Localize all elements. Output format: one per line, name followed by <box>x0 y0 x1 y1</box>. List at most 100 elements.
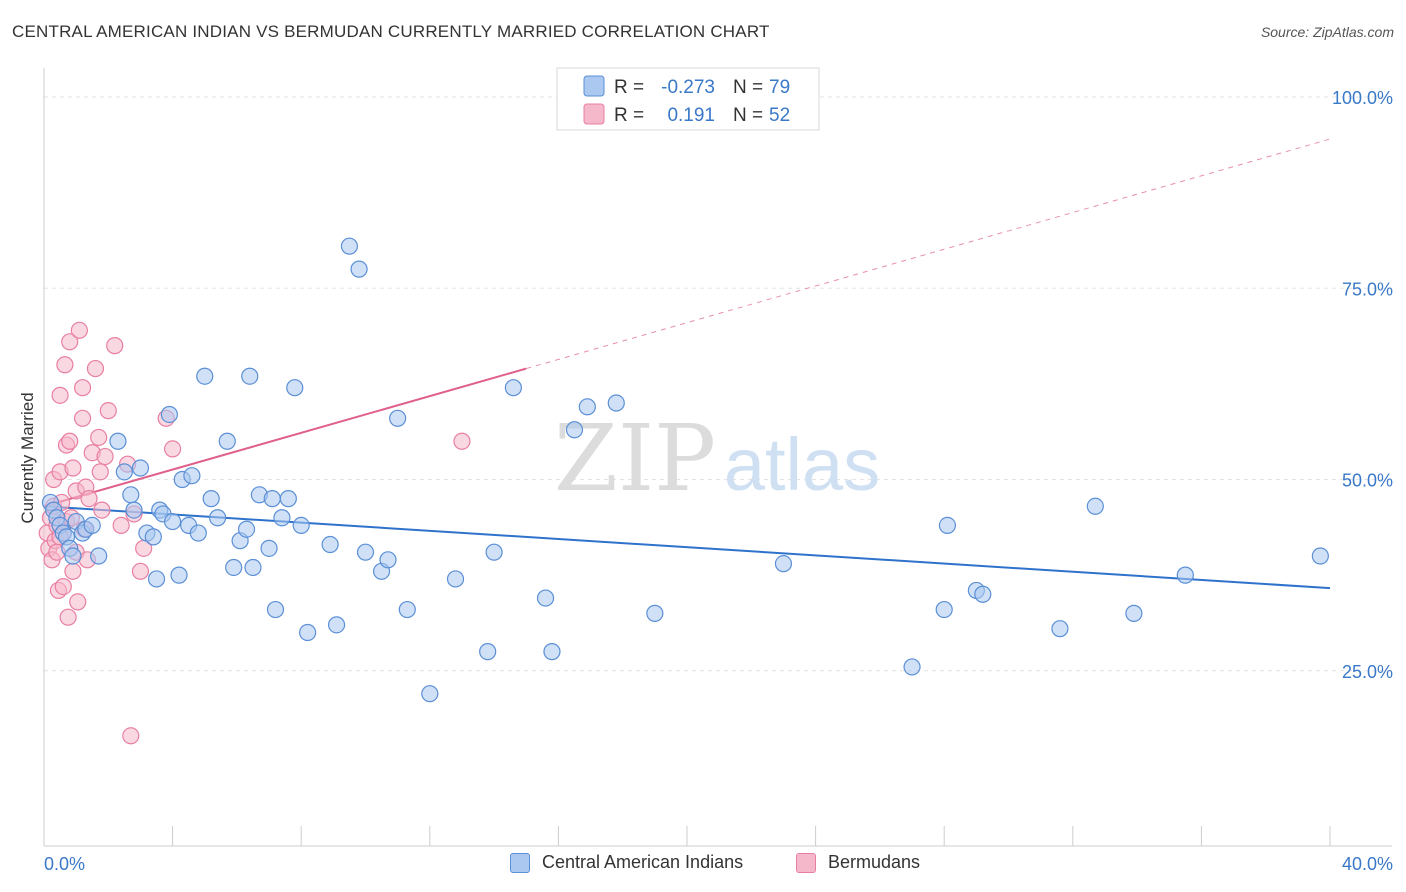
y-tick-label: 50.0% <box>1342 471 1393 491</box>
central-american-indians-point <box>646 604 664 622</box>
bermudans-point <box>70 321 88 339</box>
bermudans-point <box>86 359 105 378</box>
axes <box>43 68 1392 847</box>
central-american-indians-point <box>340 237 359 255</box>
central-american-indians-point <box>389 409 407 427</box>
central-american-indians-point <box>578 398 596 416</box>
bermudans-point <box>69 593 87 611</box>
central-american-indians-point <box>1176 566 1194 584</box>
central-american-indians-point <box>64 547 82 565</box>
x-tick-label: 40.0% <box>1342 854 1393 874</box>
chart-title: CENTRAL AMERICAN INDIAN VS BERMUDAN CURR… <box>12 22 770 41</box>
bottom-legend-item-blue: Central American Indians <box>510 852 743 873</box>
central-american-indians-point <box>144 528 162 546</box>
legend-r-label-2: R = <box>614 105 644 126</box>
central-american-indians-point <box>131 459 150 477</box>
central-american-indians-point <box>209 509 227 527</box>
bermudans-point <box>90 428 108 447</box>
trend-line-central-american-indians <box>43 505 1331 590</box>
bermudans-point <box>61 333 79 351</box>
central-american-indians-point <box>398 600 416 619</box>
y-tick-label: 25.0% <box>1342 662 1393 682</box>
central-american-indians-point <box>164 512 182 531</box>
central-american-indians-point <box>147 570 166 588</box>
central-american-indians-point <box>938 516 957 535</box>
watermark: ZIP atlas <box>554 405 880 512</box>
correlation-legend: R = -0.273 N = 79 R = 0.191 N = 52 <box>556 67 820 131</box>
bottom-legend-swatch-blue <box>510 852 530 873</box>
central-american-indians-point <box>189 524 207 542</box>
central-american-indians-point <box>266 600 285 619</box>
central-american-indians-point <box>237 520 256 538</box>
central-american-indians-point <box>903 658 921 676</box>
central-american-indians-point <box>327 616 346 634</box>
central-american-indians-point <box>299 623 317 642</box>
central-american-indians-point <box>350 260 368 278</box>
legend-n-value-1: 79 <box>769 77 790 98</box>
bermudans-point <box>54 577 72 596</box>
bermudans-point <box>73 409 92 427</box>
central-american-indians-point <box>1086 497 1104 515</box>
central-american-indians-point <box>1051 620 1069 638</box>
bermudans-point <box>56 356 74 374</box>
central-american-indians-point <box>607 394 625 412</box>
legend-n-label-1: N = <box>733 77 763 98</box>
central-american-indians-point <box>356 543 375 561</box>
central-american-indians-point <box>196 367 214 385</box>
bottom-legend-label-pink: Bermudans <box>828 852 921 872</box>
central-american-indians-point <box>504 379 522 397</box>
legend-r-value-1: -0.273 <box>661 77 715 98</box>
central-american-indians-point <box>379 551 397 569</box>
central-american-indians-point <box>225 558 243 577</box>
bermudans-point <box>164 440 182 458</box>
bermudans-point <box>453 432 471 450</box>
central-american-indians-point <box>263 490 281 508</box>
source-label: Source: ZipAtlas.com <box>1260 24 1394 40</box>
bermudans-point <box>64 459 82 477</box>
central-american-indians-point <box>1311 547 1329 565</box>
central-american-indians-point <box>90 547 108 565</box>
bottom-legend-item-pink: Bermudans <box>796 852 920 873</box>
bermudans-point <box>51 386 69 404</box>
bermudans-point <box>122 727 140 745</box>
bermudans-point <box>131 562 150 580</box>
trend-line-bermudans-extension <box>526 138 1331 370</box>
trend-line-bermudans <box>43 367 527 508</box>
series-bermudans <box>38 321 471 745</box>
central-american-indians-point <box>273 509 291 527</box>
central-american-indians-point <box>479 643 497 661</box>
bermudans-point <box>96 447 114 466</box>
central-american-indians-point <box>83 516 101 535</box>
bermudans-point <box>73 379 92 397</box>
legend-n-label-2: N = <box>733 105 763 126</box>
central-american-indians-point <box>446 570 465 588</box>
bermudans-point <box>112 516 130 535</box>
x-axis-ticks <box>43 826 1331 846</box>
central-american-indians-point <box>1125 604 1143 622</box>
y-axis-label: Currently Married <box>18 392 37 523</box>
bottom-legend-swatch-pink <box>796 852 816 873</box>
bermudans-point <box>91 463 109 481</box>
legend-swatch-pink <box>583 103 605 125</box>
y-tick-labels: 100.0% 75.0% 50.0% 25.0% <box>1332 88 1393 682</box>
central-american-indians-point <box>244 558 262 577</box>
bermudans-point <box>106 337 124 355</box>
bottom-legend-label-blue: Central American Indians <box>542 852 744 872</box>
central-american-indians-point <box>260 539 278 557</box>
central-american-indians-point <box>974 585 992 603</box>
central-american-indians-point <box>202 490 220 508</box>
central-american-indians-point <box>109 432 127 450</box>
central-american-indians-point <box>543 643 561 661</box>
bermudans-point <box>99 402 117 420</box>
central-american-indians-point <box>536 589 555 607</box>
central-american-indians-point <box>241 367 259 385</box>
central-american-indians-point <box>321 535 339 554</box>
central-american-indians-point <box>774 555 793 573</box>
x-tick-label: 0.0% <box>44 854 85 874</box>
series-central-american-indians <box>41 237 1329 703</box>
legend-swatch-blue <box>583 75 605 97</box>
trend-lines <box>43 138 1331 590</box>
central-american-indians-point <box>160 405 178 424</box>
central-american-indians-point <box>115 463 133 481</box>
